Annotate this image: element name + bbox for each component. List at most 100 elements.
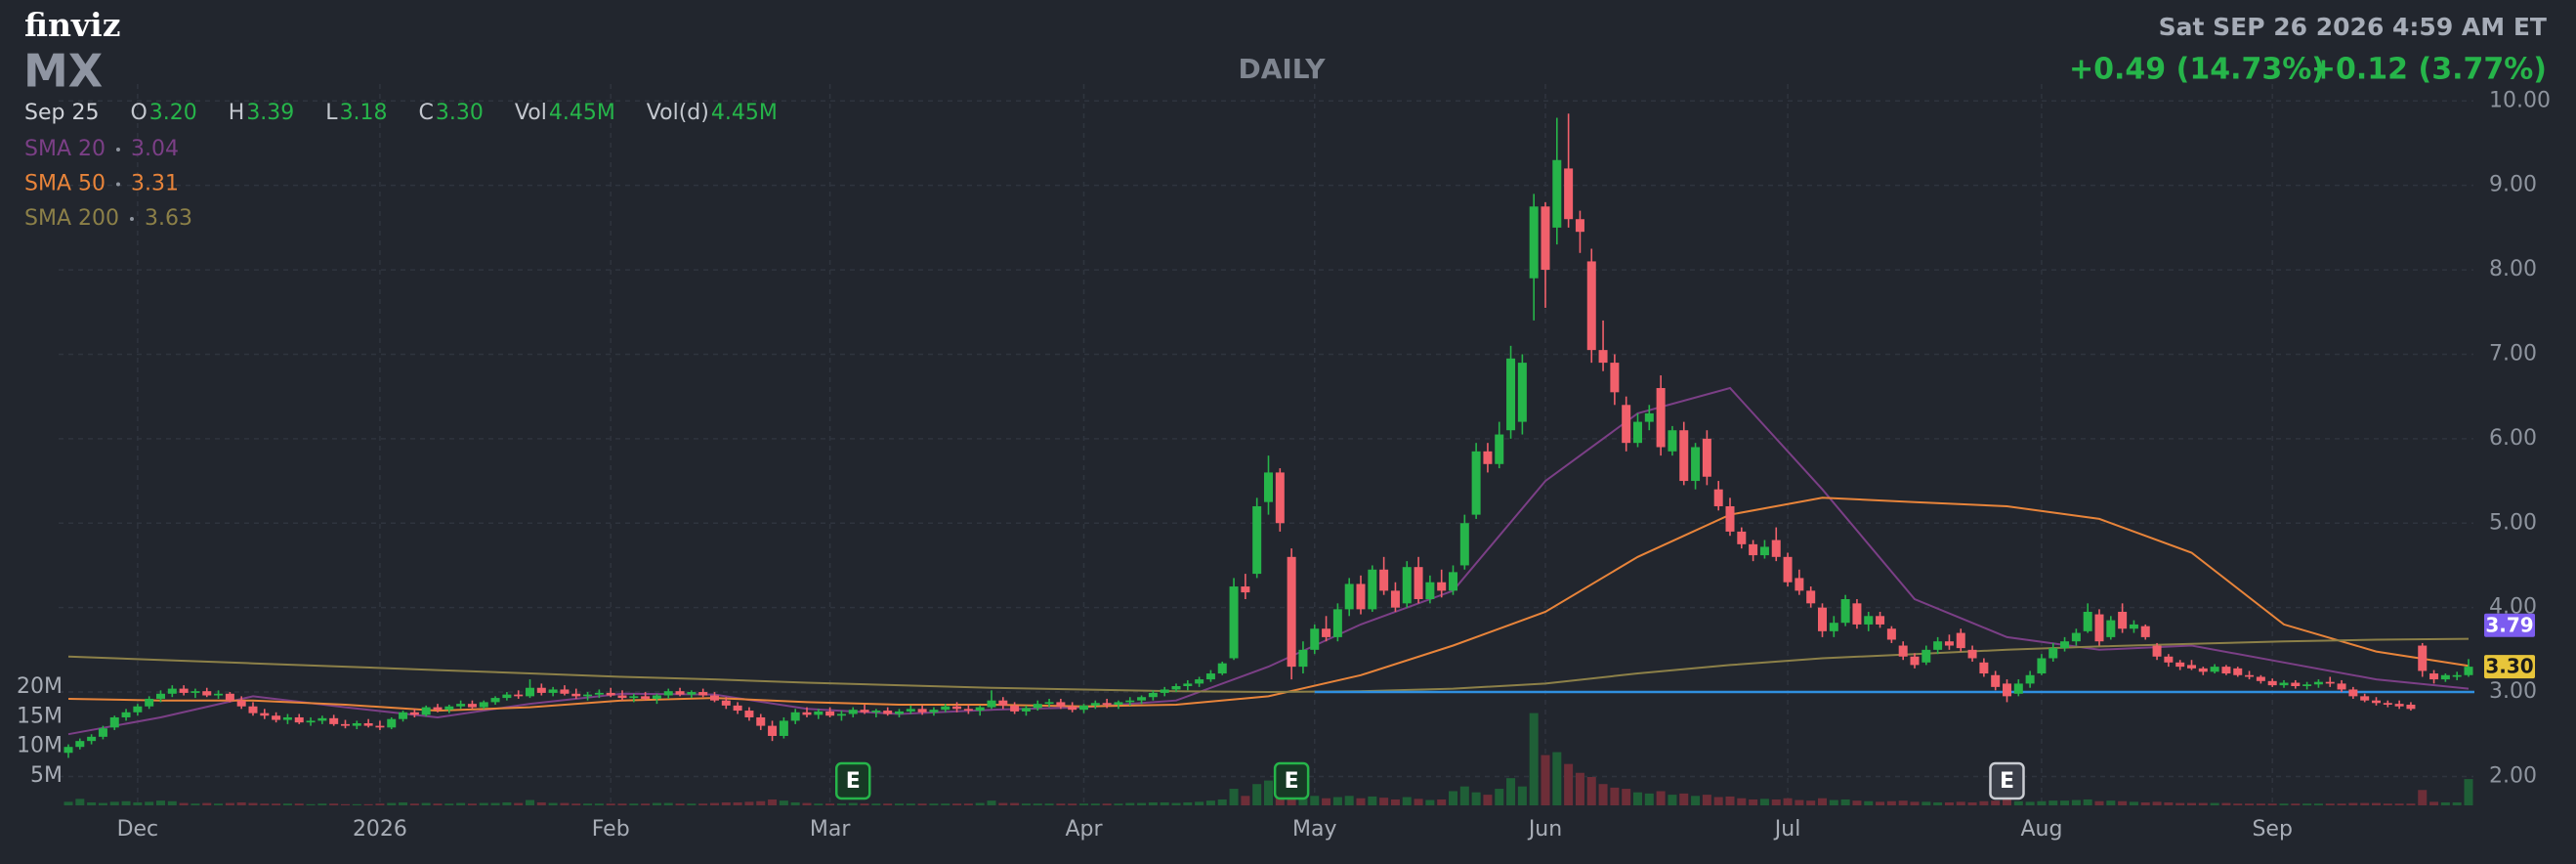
volume-bar bbox=[2440, 801, 2450, 805]
volume-bar bbox=[1679, 793, 1689, 805]
candle-body bbox=[2221, 667, 2231, 674]
volume-bar bbox=[133, 801, 143, 805]
candle-body bbox=[698, 692, 708, 696]
volume-bar bbox=[1241, 796, 1250, 805]
volume-bar bbox=[2267, 803, 2277, 805]
candle-body bbox=[1506, 358, 1516, 431]
candle-body bbox=[1886, 628, 1896, 640]
legend-separator bbox=[129, 217, 134, 221]
volume-bar bbox=[814, 803, 823, 805]
volume-bar bbox=[1668, 795, 1677, 805]
candle-body bbox=[1495, 434, 1504, 464]
volume-bar bbox=[329, 803, 339, 805]
candle-body bbox=[1979, 662, 1989, 674]
volume-bar bbox=[744, 801, 754, 805]
candle-body bbox=[421, 707, 431, 715]
candle-body bbox=[214, 693, 224, 696]
candle-body bbox=[1864, 616, 1874, 625]
legend-separator bbox=[115, 148, 120, 151]
volume-bar bbox=[848, 802, 858, 805]
candle-body bbox=[98, 728, 107, 737]
price-label: 3.79 bbox=[2485, 613, 2533, 636]
candle-body bbox=[1183, 683, 1193, 686]
candle-body bbox=[2129, 624, 2138, 629]
candle-body bbox=[733, 705, 742, 712]
candle-body bbox=[802, 712, 812, 715]
volume-bar bbox=[63, 801, 73, 805]
candle-body bbox=[1148, 692, 1158, 698]
candle-body bbox=[236, 700, 246, 707]
candle-body bbox=[329, 717, 339, 724]
volume-bar bbox=[594, 803, 604, 805]
candle-body bbox=[1633, 421, 1642, 444]
candle-body bbox=[2325, 681, 2335, 684]
candle-body bbox=[2187, 665, 2196, 669]
candle-body bbox=[2440, 674, 2450, 680]
info-value: 3.20 bbox=[149, 101, 197, 125]
volume-bar bbox=[2175, 802, 2185, 805]
candle-body bbox=[1840, 599, 1850, 624]
volume-bar bbox=[1125, 802, 1135, 805]
candle-body bbox=[1898, 645, 1908, 657]
volume-bar bbox=[768, 799, 778, 805]
candle-body bbox=[1033, 704, 1042, 709]
volume-bar bbox=[272, 803, 281, 805]
candle-body bbox=[848, 710, 858, 714]
volume-bar bbox=[341, 803, 350, 805]
volume-bar bbox=[1944, 801, 1954, 805]
candle-body bbox=[1437, 582, 1447, 591]
candle-body bbox=[1160, 689, 1169, 693]
candle-body bbox=[1564, 168, 1574, 220]
volume-bar bbox=[2037, 800, 2047, 805]
volume-bar bbox=[756, 800, 766, 805]
candle-body bbox=[1991, 674, 2001, 687]
volume-bar bbox=[2337, 803, 2346, 805]
volume-bar bbox=[2210, 802, 2219, 805]
logo[interactable]: finviz bbox=[24, 6, 120, 44]
volume-bar bbox=[317, 803, 327, 805]
candle-body bbox=[1691, 447, 1701, 482]
candle-body bbox=[998, 700, 1008, 706]
sma-legend-name: SMA 200 bbox=[24, 206, 119, 231]
candle-body bbox=[1298, 649, 1308, 668]
volume-bar bbox=[929, 803, 939, 805]
candle-body bbox=[1713, 489, 1723, 506]
volume-bar bbox=[1437, 799, 1447, 805]
volume-bar bbox=[260, 803, 270, 805]
volume-bar bbox=[2025, 801, 2035, 805]
candle-body bbox=[1598, 350, 1608, 364]
volume-bar bbox=[1217, 799, 1227, 805]
volume-bar bbox=[1564, 763, 1574, 805]
candle-body bbox=[2106, 620, 2116, 637]
candle-body bbox=[352, 723, 361, 726]
volume-bar bbox=[1633, 792, 1642, 805]
volume-bar bbox=[1021, 803, 1031, 805]
candle-body bbox=[768, 725, 778, 736]
candle-body bbox=[1702, 438, 1711, 477]
y-tick-label: 9.00 bbox=[2489, 173, 2537, 197]
volume-bar bbox=[1622, 789, 1631, 805]
earnings-label: E bbox=[1285, 769, 1299, 794]
candle-body bbox=[2094, 614, 2104, 642]
candle-body bbox=[2464, 667, 2473, 675]
candle-body bbox=[571, 693, 581, 697]
candle-body bbox=[2048, 648, 2058, 659]
volume-bar bbox=[941, 803, 950, 805]
candle-body bbox=[2279, 682, 2289, 686]
volume-bar bbox=[202, 802, 212, 805]
candle-body bbox=[2302, 684, 2312, 686]
volume-bar bbox=[802, 802, 812, 805]
candle-body bbox=[306, 720, 316, 723]
candle-body bbox=[836, 713, 846, 716]
volume-bar bbox=[2140, 801, 2150, 805]
candle-body bbox=[1217, 663, 1227, 674]
candle-body bbox=[444, 706, 454, 711]
volume-bar bbox=[1967, 801, 1977, 805]
candle-body bbox=[1876, 616, 1885, 625]
candle-body bbox=[860, 710, 869, 713]
volume-bar bbox=[1575, 772, 1584, 805]
candle-body bbox=[1056, 702, 1066, 707]
volume-bar bbox=[2406, 803, 2416, 805]
candle-body bbox=[1552, 159, 1562, 228]
volume-bar bbox=[675, 803, 685, 805]
